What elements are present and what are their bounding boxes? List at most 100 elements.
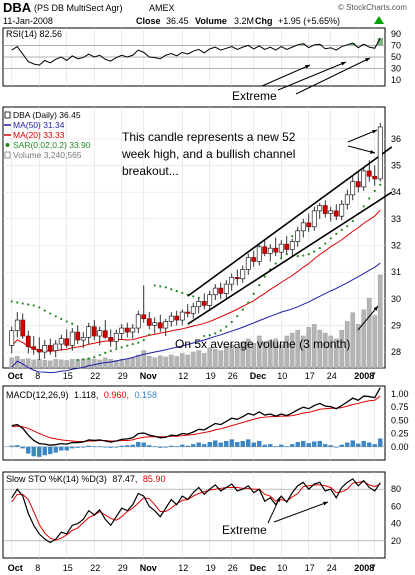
sto-tick-label: 20 (391, 536, 401, 546)
chg-value: +1.95 (+5.65%) (278, 16, 340, 26)
volume-bar (146, 356, 152, 369)
rsi-tick-label: 90 (391, 29, 401, 39)
candle-body (190, 306, 196, 314)
candle-body (163, 321, 169, 329)
sar-dot (252, 292, 255, 295)
macd-histogram-bar (235, 442, 240, 447)
macd-histogram-bar (136, 442, 141, 447)
sar-dot (10, 300, 13, 303)
candle-body (196, 301, 202, 308)
macd-histogram-bar (246, 439, 251, 447)
annotation-arrow-head (341, 61, 346, 66)
volume-bar (262, 341, 268, 369)
volume-bar (157, 355, 163, 369)
candle-body (80, 337, 86, 341)
volume-bar (366, 297, 372, 369)
macd-histogram-bar (284, 446, 289, 448)
volume-bar (218, 350, 224, 369)
macd-histogram-bar (295, 442, 300, 447)
candle-body (86, 326, 92, 338)
sar-dot (214, 332, 217, 335)
macd-histogram-bar (312, 441, 317, 447)
price-tick-label: 30 (391, 294, 401, 304)
macd-histogram-bar (334, 446, 339, 448)
sto-tick-label: 60 (391, 501, 401, 511)
candle-body (53, 343, 59, 351)
candle-annotation-line-1: This candle represents a new 52 (122, 130, 296, 144)
price-x-label: 8 (35, 371, 40, 381)
macd-histogram-bar (202, 444, 207, 447)
candle-body (91, 326, 97, 337)
candle-body (58, 338, 64, 345)
macd-histogram-bar (301, 440, 306, 447)
candle-body (174, 315, 180, 321)
macd-tick-label: 0.50 (391, 415, 409, 425)
sar-dot (247, 301, 250, 304)
sar-dot (307, 252, 310, 256)
volume-bar (108, 359, 114, 369)
sto-d-line (11, 480, 381, 541)
volume-bar (377, 274, 383, 369)
macd-histogram-bar (323, 444, 328, 447)
macd-histogram-bar (196, 442, 201, 447)
annotation-arrow (295, 57, 371, 95)
candle-body (306, 222, 312, 228)
sar-dot (27, 303, 30, 306)
chart-header: DBA (PS DB MultiSect Agr) AMEX 11-Jan-20… (3, 0, 407, 26)
macd-histogram-bar (224, 440, 229, 447)
sar-dot (285, 253, 288, 256)
sar-dot (324, 242, 327, 245)
sar-dot (126, 344, 129, 347)
macd-histogram-bar (42, 446, 47, 456)
price-x-label: 26 (228, 371, 238, 381)
sto-x-label: 2008 (354, 563, 374, 573)
sto-x-label: 7 (371, 563, 376, 573)
candle-body (31, 346, 37, 350)
candle-body (108, 337, 114, 342)
macd-histogram-bar (268, 444, 273, 447)
price-x-label: 12 (178, 371, 188, 381)
price-tick-label: 36 (391, 134, 401, 144)
sar-dot (175, 290, 178, 293)
chg-label: Chg (255, 16, 273, 26)
macd-legend: MACD(12,26,9) 1.118, 0.960, 0.158 (6, 390, 157, 400)
volume-bar (168, 354, 174, 369)
price-tick-label: 32 (391, 240, 401, 250)
sar-dot (164, 286, 167, 289)
sto-x-label: Oct (8, 563, 23, 573)
price-tick-label: 35 (391, 161, 401, 171)
sar-dot (351, 219, 354, 223)
candle-body (366, 170, 372, 177)
price-legend-item: SAR(0.02,0.2) 33.90 (13, 140, 91, 150)
candle-body (284, 243, 290, 250)
macd-histogram-bar (163, 446, 168, 448)
volume-bar (289, 332, 295, 369)
annotation-arrow-head (372, 129, 377, 134)
candle-body (289, 241, 295, 250)
candle-body (218, 287, 224, 294)
sar-dot (76, 358, 79, 362)
sar-dot (71, 322, 74, 325)
price-x-label: 10 (277, 371, 287, 381)
sar-dot (258, 284, 261, 287)
sar-dot (142, 339, 145, 342)
sar-dot (241, 308, 244, 311)
macd-histogram-bar (31, 446, 36, 457)
price-tick-label: 33 (391, 214, 401, 224)
channel-upper-line (187, 146, 393, 297)
rsi-extreme-label: Extreme (232, 89, 277, 103)
volume-bar (9, 357, 15, 369)
macd-histogram-bar (70, 446, 75, 449)
candle-body (350, 181, 356, 196)
candle-body (322, 205, 328, 214)
price-legend-item: MA(50) 31.34 (13, 120, 65, 130)
price-x-label: 7 (371, 371, 376, 381)
sto-x-label: 17 (305, 563, 315, 573)
sar-dot (274, 262, 277, 265)
price-x-label: 19 (206, 371, 216, 381)
candle-body (240, 269, 246, 280)
sar-dot (368, 197, 371, 200)
price-x-label: 2008 (354, 371, 374, 381)
annotation-arrow (347, 129, 378, 143)
